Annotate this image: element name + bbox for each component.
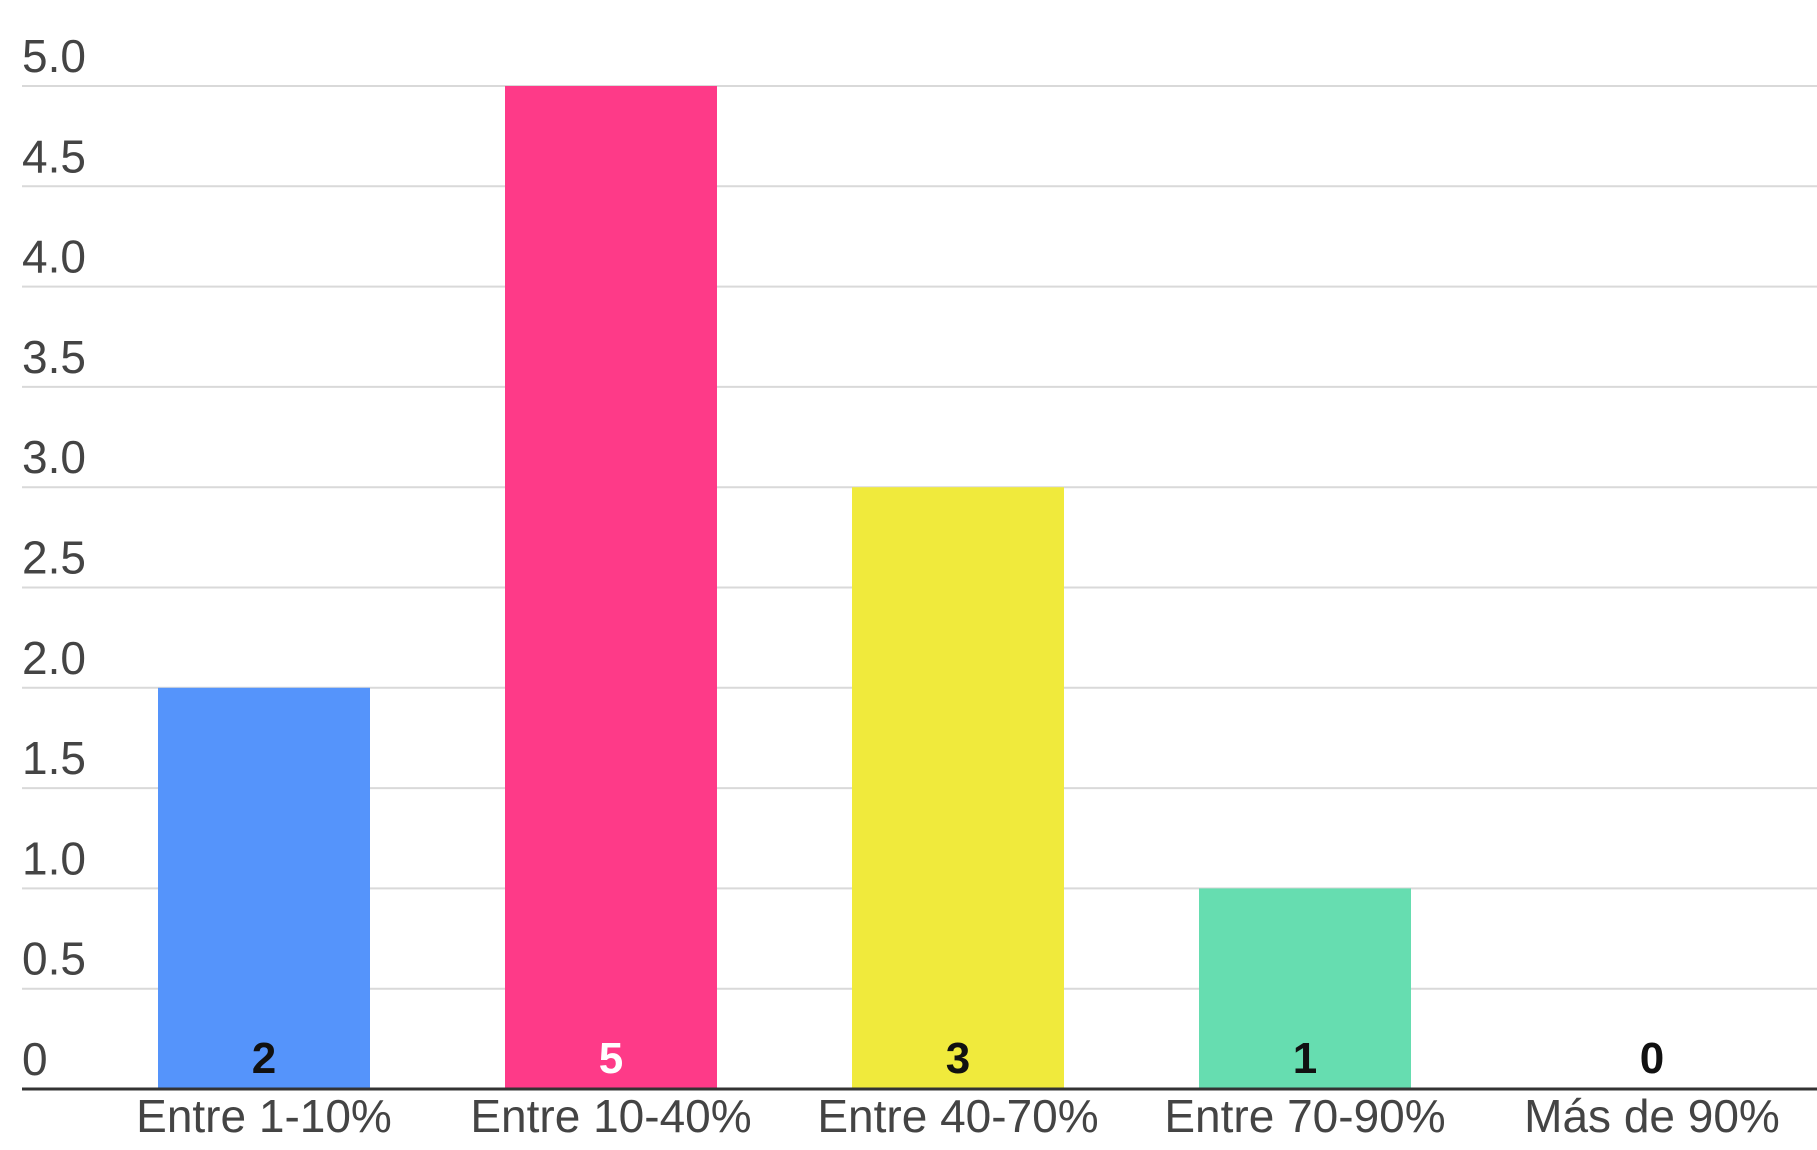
data-label: 1 <box>1293 1034 1317 1083</box>
bar <box>158 687 370 1089</box>
data-labels: 2 5 3 1 0 <box>252 1034 1664 1083</box>
y-tick-label: 1.5 <box>22 732 86 784</box>
bar <box>852 487 1064 1089</box>
y-tick-label: 4.0 <box>22 231 86 283</box>
data-label: 0 <box>1640 1034 1664 1083</box>
y-axis-tick-labels: 0 0.5 1.0 1.5 2.0 2.5 3.0 3.5 4.0 4.5 5.0 <box>22 30 86 1085</box>
y-tick-label: 2.0 <box>22 632 86 684</box>
x-axis-category-labels: Entre 1-10% Entre 10-40% Entre 40-70% Entre… <box>136 1090 1780 1142</box>
x-category-label: Entre 70-90% <box>1164 1090 1445 1142</box>
y-tick-label: 0 <box>22 1033 48 1085</box>
y-tick-label: 5.0 <box>22 30 86 82</box>
y-tick-label: 3.0 <box>22 431 86 483</box>
bars <box>158 86 1411 1089</box>
x-category-label: Entre 10-40% <box>470 1090 751 1142</box>
bar <box>1199 888 1411 1089</box>
y-tick-label: 0.5 <box>22 933 86 985</box>
x-category-label: Más de 90% <box>1524 1090 1780 1142</box>
y-tick-label: 2.5 <box>22 532 86 584</box>
y-tick-label: 3.5 <box>22 331 86 383</box>
y-tick-label: 4.5 <box>22 130 86 182</box>
data-label: 5 <box>599 1034 623 1083</box>
x-category-label: Entre 1-10% <box>136 1090 392 1142</box>
x-category-label: Entre 40-70% <box>817 1090 1098 1142</box>
data-label: 2 <box>252 1034 276 1083</box>
y-tick-label: 1.0 <box>22 832 86 884</box>
bar <box>505 86 717 1089</box>
data-label: 3 <box>946 1034 970 1083</box>
